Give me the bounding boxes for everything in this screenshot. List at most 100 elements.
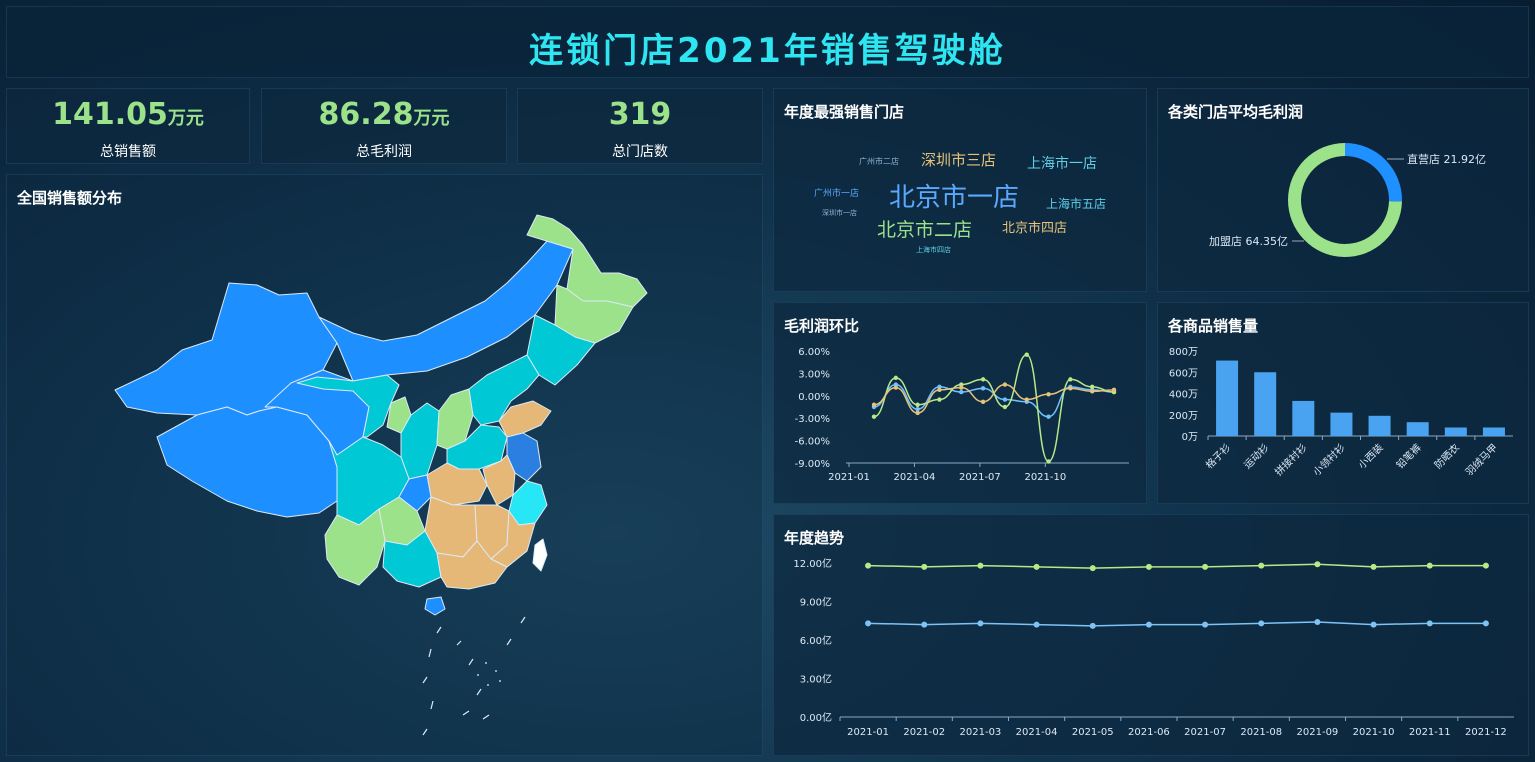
trend-series-point	[865, 562, 872, 569]
map-region-shanxi	[436, 388, 474, 450]
mom-panel: 毛利润环比 6.00% 3.00% 0.00% -3.00% -6.00% -9.00% 2…	[773, 302, 1147, 504]
kpi-store-count-value: 319	[608, 97, 672, 132]
trend-series-point	[1482, 562, 1489, 569]
trend-panel: 年度趋势 12.00亿 9.00亿 6.00亿 3.00亿 0.00亿 2021-01 20…	[773, 514, 1529, 756]
goods-title: 各商品销售量	[1168, 317, 1259, 335]
trend-series-point	[1089, 565, 1096, 572]
goods-x-label: 格子衫	[1203, 441, 1233, 471]
mom-y-tick: -3.00%	[795, 414, 830, 425]
map-region-guangdong	[436, 540, 508, 590]
trend-series-point	[1258, 620, 1265, 627]
mom-series-point	[980, 377, 986, 382]
word-beijing-2: 北京市二店	[877, 219, 973, 241]
mom-chart[interactable]: 6.00% 3.00% 0.00% -3.00% -6.00% -9.00% 2021-01…	[774, 303, 1148, 505]
trend-series-point	[977, 620, 984, 627]
trend-series-line-1	[868, 621, 1486, 627]
kpi-total-sales-label: 总销售额	[100, 144, 156, 160]
mom-series-point	[1089, 384, 1095, 390]
trend-y-tick: 9.00亿	[800, 596, 832, 609]
mom-x-tick: 2021-07	[959, 472, 1001, 483]
trend-chart[interactable]: 12.00亿 9.00亿 6.00亿 3.00亿 0.00亿 2021-01 2021-02…	[774, 515, 1530, 757]
goods-x-label: 小西装	[1355, 441, 1385, 471]
goods-bar	[1368, 415, 1391, 436]
donut-panel: 各类门店平均毛利润 直营店 21.92亿 加盟店 64.35亿	[1157, 88, 1529, 292]
kpi-store-count: 319 总门店数	[517, 88, 763, 164]
map-region-anhui	[482, 454, 516, 506]
trend-series-point	[921, 563, 928, 570]
word-shenzhen-1: 深圳市一店	[822, 209, 857, 217]
mom-series-point	[1002, 382, 1008, 387]
trend-series-point	[1426, 620, 1433, 627]
goods-y-tick: 400万	[1169, 390, 1198, 401]
trend-series-point	[1089, 622, 1096, 629]
mom-series-point	[893, 375, 899, 381]
word-shanghai-4: 上海市四店	[916, 246, 951, 254]
trend-series-point	[977, 562, 984, 569]
trend-x-tick: 2021-01	[847, 727, 889, 738]
goods-x-label: 羽绒马甲	[1463, 441, 1500, 478]
mom-y-tick: -9.00%	[795, 459, 830, 470]
word-shanghai-5: 上海市五店	[1046, 197, 1107, 211]
header-bar: 连锁门店2021年销售驾驶舱	[6, 6, 1529, 78]
kpi-total-sales-value: 141.05万元	[52, 97, 204, 132]
trend-series-point	[1314, 561, 1321, 568]
word-guangzhou-1: 广州市一店	[814, 189, 860, 199]
mom-series-point	[1111, 387, 1117, 393]
south-sea-islands	[422, 616, 526, 736]
mom-series-line-2	[873, 383, 1115, 414]
map-panel-title: 全国销售额分布	[17, 189, 123, 207]
mom-series-point	[1089, 389, 1095, 394]
trend-series-point	[865, 620, 872, 627]
mom-y-tick: 3.00%	[798, 369, 830, 380]
goods-x-label: 防晒衣	[1432, 441, 1462, 471]
trend-y-tick: 6.00亿	[800, 634, 832, 647]
map-panel: 全国销售额分布	[6, 174, 763, 756]
trend-y-tick: 3.00亿	[800, 673, 832, 686]
mom-series-point	[1046, 414, 1051, 419]
trend-x-tick: 2021-04	[1016, 727, 1058, 738]
map-region-fujian	[490, 510, 536, 568]
donut-chart[interactable]: 直营店 21.92亿 加盟店 64.35亿	[1158, 89, 1530, 293]
kpi-total-sales: 141.05万元 总销售额	[6, 88, 250, 164]
goods-y-tick: 600万	[1169, 368, 1198, 379]
mom-series-point	[1024, 352, 1029, 357]
wordcloud-panel: 年度最强销售门店 北京市一店 深圳市三店 上海市一店 北京市二店 北京市四店 上…	[773, 88, 1147, 292]
goods-bar	[1444, 427, 1467, 436]
word-beijing-4: 北京市四店	[1002, 221, 1068, 236]
goods-x-label: 小领衬衫	[1310, 441, 1347, 478]
kpi-store-count-label: 总门店数	[612, 144, 668, 160]
trend-x-tick: 2021-03	[960, 727, 1002, 738]
mom-x-tick: 2021-01	[828, 472, 870, 483]
trend-x-tick: 2021-05	[1072, 727, 1114, 738]
word-shenzhen-3: 深圳市三店	[921, 151, 997, 169]
mom-series-point	[915, 407, 920, 412]
mom-series-point	[1068, 377, 1073, 382]
trend-x-tick: 2021-12	[1465, 727, 1507, 738]
mom-y-tick: 0.00%	[798, 392, 830, 403]
map-region-hebei	[468, 354, 540, 426]
mom-series-point	[1002, 397, 1008, 402]
word-beijing-1: 北京市一店	[889, 183, 1020, 213]
map-region-hainan	[424, 596, 446, 616]
mom-series-point	[915, 402, 920, 407]
trend-series-line-0	[868, 563, 1486, 569]
trend-series-point	[1033, 621, 1040, 628]
map-region-gansu	[296, 374, 400, 438]
mom-x-tick: 2021-04	[894, 472, 936, 483]
trend-series-point	[1370, 563, 1377, 570]
trend-x-tick: 2021-08	[1240, 727, 1282, 738]
map-region-yunnan	[324, 508, 386, 586]
goods-x-label: 铅笔裤	[1393, 441, 1423, 471]
trend-title: 年度趋势	[784, 529, 845, 547]
kpi-gross-profit: 86.28万元 总毛利润	[261, 88, 507, 164]
trend-x-tick: 2021-02	[903, 727, 945, 738]
mom-series-point	[980, 386, 986, 391]
china-map[interactable]	[7, 175, 764, 757]
goods-x-label: 运动衫	[1242, 442, 1272, 472]
mom-series-point	[1046, 392, 1051, 397]
trend-series-point	[1033, 563, 1040, 570]
mom-x-tick: 2021-10	[1024, 472, 1066, 483]
dashboard-title: 连锁门店2021年销售驾驶舱	[529, 31, 1006, 71]
mom-series-point	[980, 399, 986, 404]
